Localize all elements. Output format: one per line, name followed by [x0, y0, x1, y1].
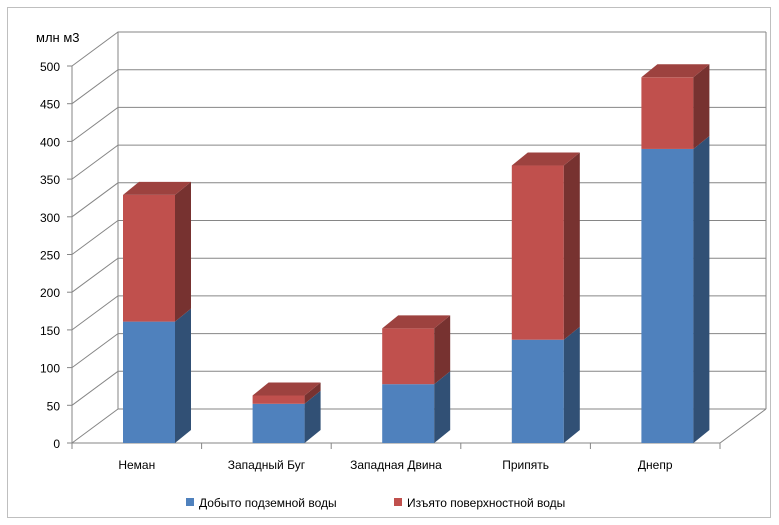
gridline: [71, 69, 766, 105]
legend-swatch-series-0: [186, 498, 194, 506]
bar-top: [382, 315, 451, 329]
bar-front: [382, 328, 435, 385]
x-tick-label: Западный Буг: [228, 458, 306, 472]
bar-top: [511, 152, 580, 166]
bar-segment: [123, 181, 191, 322]
bar-segment: [641, 64, 710, 149]
y-tick-label: 450: [40, 98, 60, 112]
bar-segment: [641, 135, 710, 443]
bar-front: [252, 395, 305, 404]
bar-front: [123, 321, 175, 443]
bar-side: [563, 326, 580, 443]
bar-top: [252, 382, 321, 396]
bar-side: [175, 181, 191, 322]
legend: Добыто подземной воды Изъято поверхностн…: [186, 496, 565, 510]
bar-side: [434, 315, 451, 385]
bar-segment: [382, 371, 451, 443]
x-tick-label: Западная Двина: [350, 458, 442, 472]
x-tick-label: Неман: [118, 458, 155, 472]
x-tick-labels: Неман Западный Буг Западная Двина Припять Дн…: [118, 458, 672, 472]
y-tick-label: 200: [40, 286, 60, 300]
bar-front: [252, 403, 305, 443]
bar-side: [563, 152, 580, 340]
bar-side: [693, 135, 710, 443]
y-tick-label: 100: [40, 362, 60, 376]
y-tick-label: 0: [53, 437, 60, 451]
gridline: [71, 106, 766, 142]
bar-segment: [382, 315, 451, 385]
bar-top: [123, 181, 191, 195]
y-tick-label: 350: [40, 173, 60, 187]
bar-front: [123, 194, 175, 322]
y-tick-label: 500: [40, 60, 60, 74]
y-tick-label: 400: [40, 135, 60, 149]
y-tick-label: 300: [40, 211, 60, 225]
bars: [123, 64, 710, 443]
y-tick-label: 50: [47, 399, 61, 413]
bar-front: [511, 165, 564, 340]
bar-side: [304, 390, 321, 443]
y-tick-label: 250: [40, 249, 60, 263]
bar-side: [304, 382, 321, 404]
legend-label-series-0: Добыто подземной воды: [199, 496, 337, 510]
y-tick-labels: 0 50 100 150 200 250 300 350 400 450 500: [40, 60, 60, 451]
x-tick-label: Днепр: [638, 458, 673, 472]
axes: [67, 65, 721, 449]
bar-front: [382, 384, 435, 443]
gridline: [71, 31, 766, 67]
bar-segment: [252, 382, 321, 404]
bar-segment: [252, 390, 321, 443]
y-tick-label: 150: [40, 324, 60, 338]
bar-side: [434, 371, 451, 443]
y-axis-label: млн м3: [36, 30, 79, 45]
bar-front: [641, 77, 694, 149]
x-tick-label: Припять: [502, 458, 549, 472]
bar-front: [511, 339, 564, 443]
legend-label-series-1: Изъято поверхностной воды: [407, 496, 565, 510]
bar-segment: [511, 152, 580, 340]
bar-side: [693, 64, 710, 149]
bar-segment: [511, 326, 580, 443]
bar-top: [641, 64, 710, 78]
gridline: [71, 144, 766, 180]
legend-swatch-series-1: [394, 498, 402, 506]
bar-segment: [123, 308, 191, 443]
bar-side: [175, 308, 191, 443]
bar-front: [641, 148, 694, 443]
